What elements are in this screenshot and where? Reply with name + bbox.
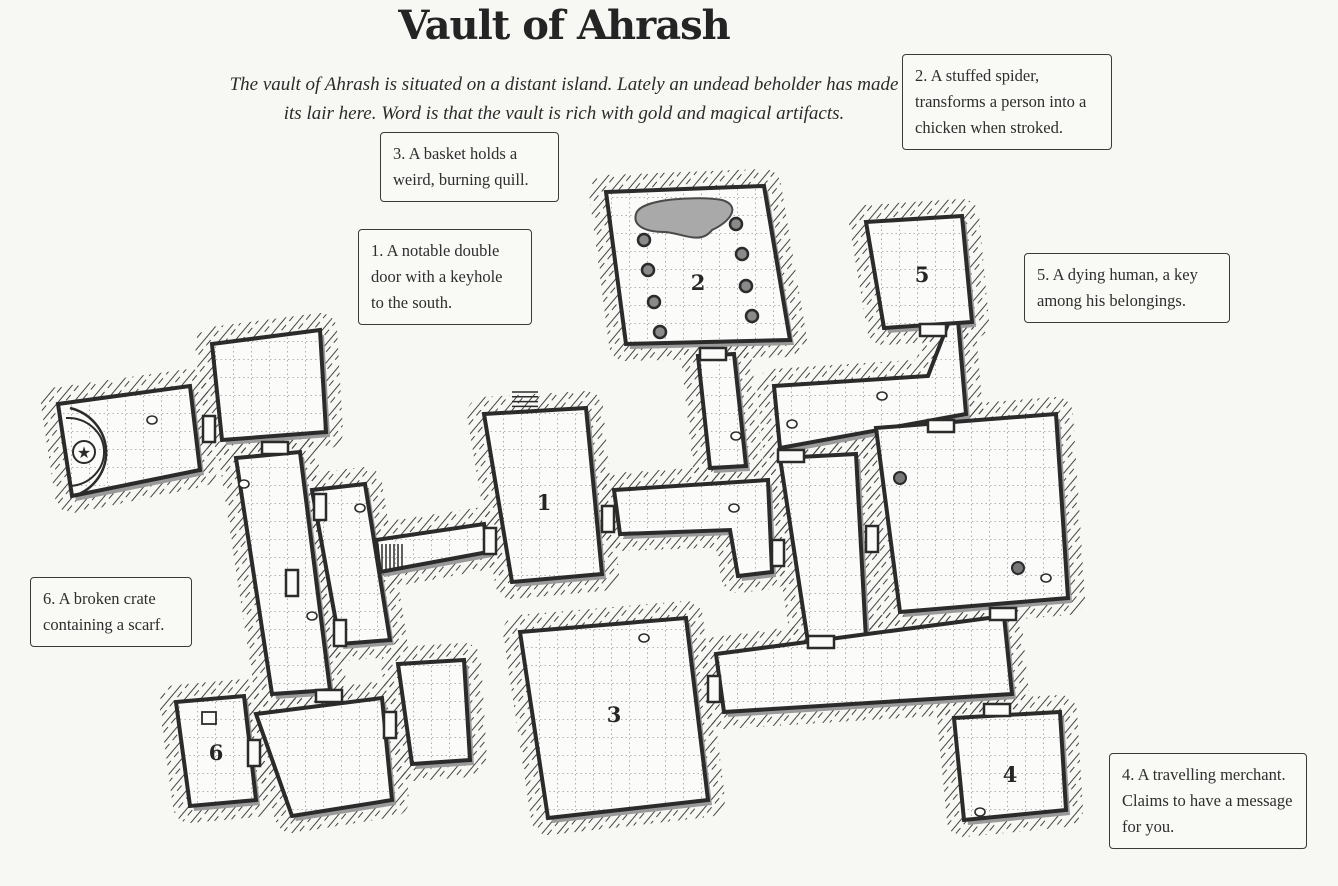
- door-13: [806, 634, 836, 650]
- door-7: [770, 538, 786, 568]
- door-18: [982, 702, 1012, 718]
- pillar-2: [640, 262, 656, 278]
- room-northwest: [209, 327, 329, 443]
- door-1: [201, 414, 217, 444]
- door-14: [706, 674, 722, 704]
- rubble-9: [730, 431, 742, 441]
- door-15: [314, 688, 344, 704]
- pillar-3: [646, 294, 662, 310]
- rubble-6: [876, 391, 888, 401]
- rubble-4: [306, 611, 318, 621]
- room-3: [517, 615, 711, 821]
- stairs-room-1: [512, 391, 538, 412]
- rubble-5: [786, 419, 798, 429]
- door-3: [312, 492, 328, 522]
- door-17: [246, 738, 262, 768]
- note-room-6: 6. A broken crate containing a scarf.: [30, 577, 192, 647]
- pillar-8: [744, 308, 760, 324]
- rubble-11: [974, 807, 986, 817]
- door-6: [698, 346, 728, 362]
- room-labels: 1 2 3 4 5 6: [209, 262, 1018, 787]
- room-west-inner: [309, 481, 393, 647]
- note-room-4: 4. A travelling merchant. Claims to have…: [1109, 753, 1307, 849]
- room-southwest-cross: [253, 695, 395, 819]
- room-5: [863, 213, 975, 331]
- map-intro: The vault of Ahrash is situated on a dis…: [229, 74, 899, 124]
- barrel-icon-1: [893, 471, 907, 485]
- corridor-central-east: [611, 477, 775, 579]
- altar-star-icon: ★: [77, 443, 91, 462]
- room-details: ★: [65, 197, 1052, 817]
- door-11: [864, 524, 880, 554]
- pillar-7: [738, 278, 754, 294]
- door-9: [926, 418, 956, 434]
- door-2: [260, 440, 290, 456]
- room-number-1: 1: [537, 490, 552, 515]
- note-room-3: 3. A basket holds a weird, burning quill…: [380, 132, 559, 202]
- alcove-arc-inner: [65, 416, 106, 487]
- room-east-large: [873, 411, 1071, 615]
- door-8: [776, 448, 806, 464]
- barrel-icon-2: [1011, 561, 1025, 575]
- door-16: [382, 710, 398, 740]
- water-pool: [634, 197, 734, 239]
- altar-circle: [72, 440, 96, 464]
- door-10: [918, 322, 948, 338]
- door-5: [600, 504, 616, 534]
- door-12: [988, 606, 1018, 622]
- room-number-2: 2: [691, 270, 706, 295]
- rubble-3: [354, 503, 366, 513]
- door-19: [284, 568, 300, 598]
- room-number-3: 3: [607, 702, 622, 727]
- note-room-2: 2. A stuffed spider, transforms a person…: [902, 54, 1112, 150]
- note-room-5: 5. A dying human, a key among his belong…: [1024, 253, 1230, 323]
- room-number-5: 5: [915, 262, 930, 287]
- room-south-east-small: [395, 657, 473, 767]
- rubble-1: [146, 415, 158, 425]
- pillar-1: [636, 232, 652, 248]
- room-4: [951, 709, 1069, 823]
- note-room-1: 1. A notable double door with a keyhole …: [358, 229, 532, 325]
- room-number-4: 4: [1003, 762, 1018, 787]
- crate-icon: [201, 711, 217, 725]
- map-title: Vault of Ahrash: [398, 2, 730, 49]
- corridor-southeast: [713, 613, 1015, 715]
- pillar-6: [734, 246, 750, 262]
- room-west-semicircle: [55, 383, 203, 499]
- room-number-6: 6: [209, 740, 224, 765]
- room-6: [173, 693, 259, 809]
- pillar-4: [652, 324, 668, 340]
- rubble-7: [728, 503, 740, 513]
- rooms: [55, 183, 1072, 825]
- stairs-west-corridor: [377, 544, 403, 570]
- door-20: [332, 618, 348, 648]
- rubble-10: [638, 633, 650, 643]
- rubble-2: [238, 479, 250, 489]
- door-4: [482, 526, 498, 556]
- alcove-arc: [69, 406, 108, 498]
- rubble-8: [1040, 573, 1052, 583]
- pillar-5: [728, 216, 744, 232]
- room-1: [481, 405, 605, 585]
